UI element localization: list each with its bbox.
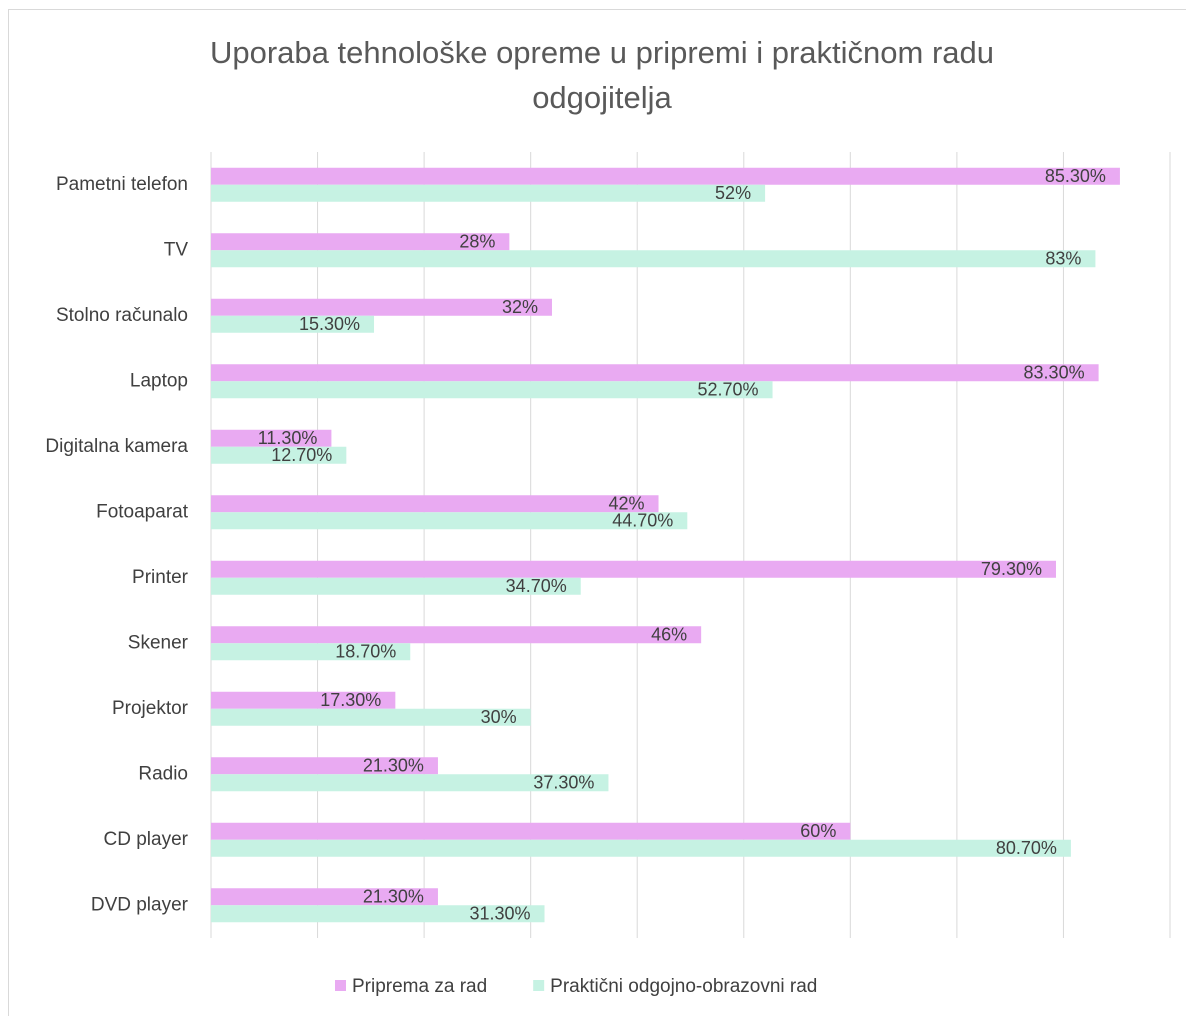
- data-label: 44.70%: [612, 511, 673, 531]
- legend-swatch: [335, 980, 346, 991]
- y-tick-label: Printer: [132, 567, 189, 588]
- y-tick-label: Laptop: [130, 370, 188, 391]
- data-label: 83%: [1045, 249, 1081, 269]
- y-tick-label: Fotoaparat: [96, 501, 189, 522]
- bar: [211, 626, 701, 643]
- legend-label: Praktični odgojno-obrazovni rad: [550, 976, 817, 997]
- data-label: 21.30%: [363, 756, 424, 776]
- data-label: 30%: [481, 707, 517, 727]
- y-tick-label: CD player: [104, 829, 189, 850]
- bar: [211, 495, 659, 512]
- legend-swatch: [533, 980, 544, 991]
- bar: [211, 185, 765, 202]
- data-label: 31.30%: [469, 904, 530, 924]
- y-tick-label: TV: [164, 239, 189, 260]
- data-label: 46%: [651, 625, 687, 645]
- y-tick-label: DVD player: [91, 894, 189, 915]
- data-label: 79.30%: [981, 559, 1042, 579]
- data-label: 18.70%: [335, 642, 396, 662]
- legend-label: Priprema za rad: [352, 976, 487, 997]
- bar: [211, 250, 1095, 267]
- y-tick-label: Radio: [138, 763, 188, 784]
- chart-title: Uporaba tehnološke opreme u pripremi i p…: [210, 35, 994, 70]
- bar: [211, 561, 1056, 578]
- data-label: 85.30%: [1045, 166, 1106, 186]
- y-tick-label: Stolno računalo: [56, 305, 188, 326]
- data-label: 15.30%: [299, 314, 360, 334]
- y-tick-label: Skener: [128, 632, 189, 653]
- data-label: 34.70%: [506, 576, 567, 596]
- bar: [211, 840, 1071, 857]
- data-label: 52.70%: [697, 380, 758, 400]
- data-label: 80.70%: [996, 838, 1057, 858]
- bar: [211, 364, 1099, 381]
- data-label: 17.30%: [320, 690, 381, 710]
- data-label: 12.70%: [271, 445, 332, 465]
- y-tick-label: Projektor: [112, 698, 189, 719]
- bar: [211, 299, 552, 316]
- data-label: 21.30%: [363, 887, 424, 907]
- y-tick-label: Digitalna kamera: [45, 436, 188, 457]
- bar: [211, 381, 773, 398]
- data-label: 37.30%: [533, 773, 594, 793]
- data-label: 52%: [715, 183, 751, 203]
- bar: [211, 823, 850, 840]
- data-label: 32%: [502, 297, 538, 317]
- chart-title: odgojitelja: [532, 80, 672, 115]
- data-label: 83.30%: [1024, 363, 1085, 383]
- y-tick-label: Pametni telefon: [56, 174, 188, 195]
- data-label: 28%: [459, 232, 495, 252]
- data-label: 60%: [800, 821, 836, 841]
- bar: [211, 168, 1120, 185]
